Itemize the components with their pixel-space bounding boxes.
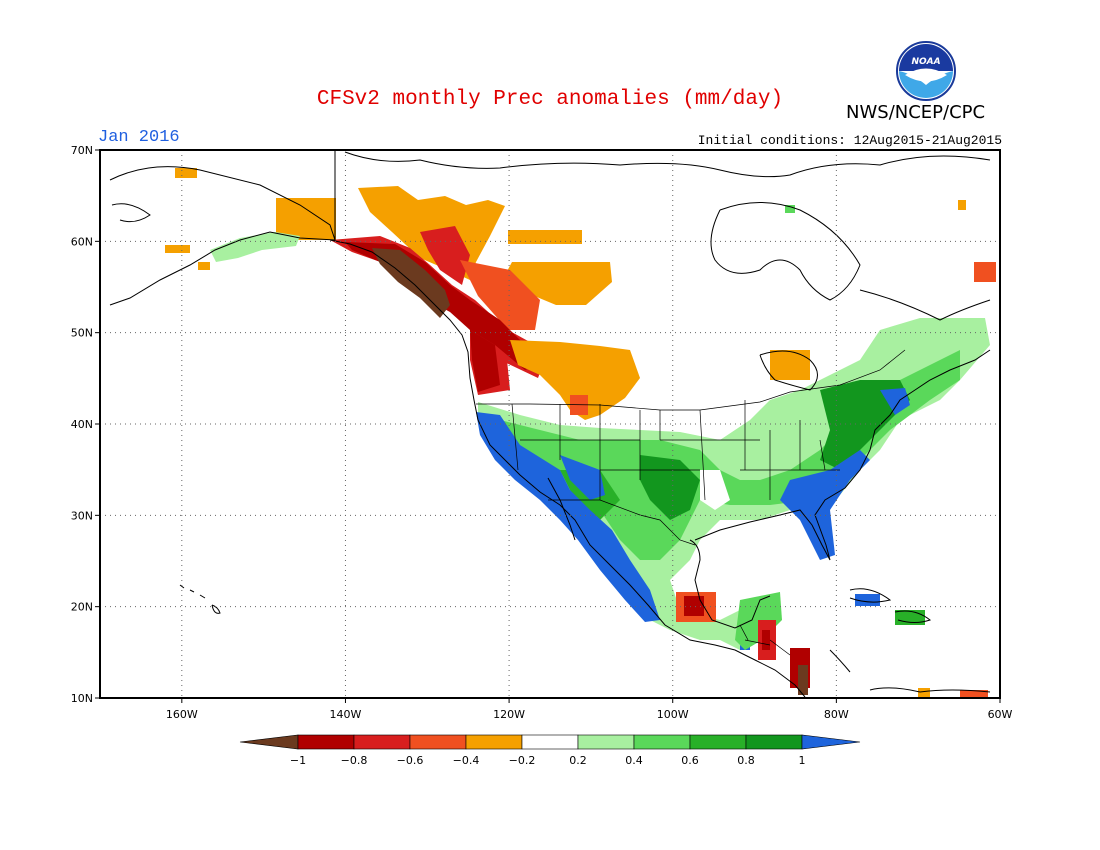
colorbar-label: −0.4	[453, 754, 480, 767]
lon-label: 160W	[166, 708, 198, 721]
lon-label: 140W	[330, 708, 362, 721]
agency-label: NWS/NCEP/CPC	[846, 102, 986, 123]
colorbar-label: 0.4	[625, 754, 643, 767]
lon-label: 60W	[988, 708, 1013, 721]
lat-label: 40N	[71, 418, 93, 431]
colorbar-swatch	[633, 734, 691, 750]
colorbar-label: 1	[799, 754, 806, 767]
colorbar-label: 0.6	[681, 754, 699, 767]
lat-label: 30N	[71, 509, 93, 522]
lat-lon-grid	[95, 149, 1001, 703]
colorbar-max-arrow	[801, 734, 861, 750]
colorbar-swatch	[353, 734, 411, 750]
southeast-blue	[780, 450, 870, 560]
svg-text:NOAA: NOAA	[911, 57, 940, 67]
colorbar-label: −1	[290, 754, 306, 767]
colorbar-label: −0.2	[509, 754, 536, 767]
alaska-wet-patch	[210, 232, 300, 262]
initial-conditions: Initial conditions: 12Aug2015-21Aug2015	[697, 133, 1002, 148]
coastlines	[109, 150, 991, 698]
colorbar-swatch	[577, 734, 635, 750]
lat-label: 60N	[71, 235, 93, 248]
lon-label: 80W	[824, 708, 849, 721]
colorbar-swatch	[745, 734, 803, 750]
noaa-logo: NOAA	[896, 41, 956, 101]
colorbar-label: 0.8	[737, 754, 755, 767]
lat-label: 20N	[71, 601, 93, 614]
colorbar: −1 −0.8 −0.6 −0.4 −0.2 0.2 0.4 0.6 0.8 1	[239, 734, 861, 767]
colorbar-swatch	[409, 734, 467, 750]
anomaly-field	[165, 168, 996, 698]
colorbar-min-arrow	[239, 734, 299, 750]
longitude-labels: 160W 140W 120W 100W 80W 60W	[166, 708, 1013, 721]
forecast-month: Jan 2016	[98, 128, 180, 147]
lat-label: 70N	[71, 144, 93, 157]
latitude-labels: 70N 60N 50N 40N 30N 20N 10N	[71, 144, 93, 705]
colorbar-swatch	[689, 734, 747, 750]
us-green	[500, 350, 960, 560]
alaska-dry-patch	[276, 198, 336, 240]
colorbar-swatch	[465, 734, 523, 750]
lon-label: 120W	[493, 708, 525, 721]
colorbar-swatch	[297, 734, 355, 750]
lon-label: 100W	[657, 708, 689, 721]
colorbar-label: −0.6	[397, 754, 424, 767]
map-title: CFSv2 monthly Prec anomalies (mm/day)	[316, 88, 784, 111]
colorbar-label: 0.2	[569, 754, 587, 767]
lat-label: 10N	[71, 692, 93, 705]
colorbar-swatch	[521, 734, 579, 750]
political-borders	[476, 349, 906, 656]
interior-west-orange	[510, 340, 640, 420]
map-frame	[99, 149, 1001, 699]
lat-label: 50N	[71, 327, 93, 340]
colorbar-label: −0.8	[341, 754, 368, 767]
